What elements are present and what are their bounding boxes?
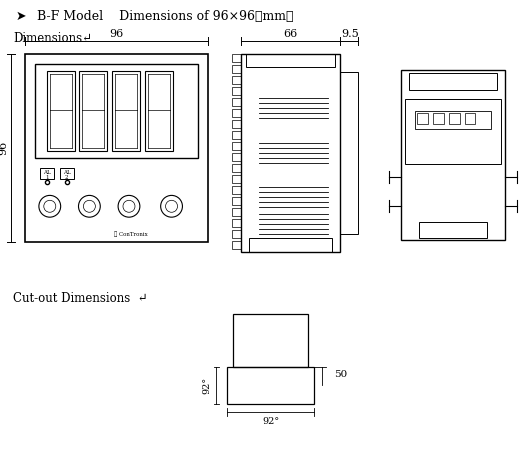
- Text: 🐾 ConTronix: 🐾 ConTronix: [114, 231, 148, 237]
- Bar: [47, 71, 74, 151]
- Bar: [449, 113, 460, 124]
- Bar: [232, 120, 241, 128]
- Bar: [241, 54, 340, 252]
- Bar: [25, 54, 208, 242]
- Bar: [232, 175, 241, 183]
- Bar: [60, 168, 73, 179]
- Bar: [232, 142, 241, 150]
- Text: 66: 66: [283, 29, 298, 39]
- Bar: [401, 70, 505, 240]
- Bar: [232, 241, 241, 249]
- Text: 9.5: 9.5: [341, 29, 358, 39]
- Bar: [232, 65, 241, 73]
- Bar: [246, 54, 335, 67]
- Text: 1: 1: [45, 174, 49, 180]
- Bar: [232, 98, 241, 106]
- Bar: [232, 76, 241, 84]
- Text: B-F Model    Dimensions of 96×96（mm）: B-F Model Dimensions of 96×96（mm）: [37, 10, 293, 23]
- Text: 92°: 92°: [203, 377, 212, 394]
- Bar: [405, 99, 501, 164]
- Bar: [340, 72, 358, 234]
- Text: 2: 2: [65, 174, 68, 180]
- Bar: [465, 113, 475, 124]
- Text: Cut-out Dimensions  ↵: Cut-out Dimensions ↵: [13, 292, 148, 305]
- Bar: [232, 131, 241, 139]
- Bar: [227, 367, 314, 404]
- Bar: [232, 54, 241, 62]
- Bar: [112, 71, 140, 151]
- Bar: [409, 73, 497, 91]
- Text: 96: 96: [109, 29, 123, 39]
- Text: 96: 96: [0, 141, 8, 155]
- Bar: [35, 64, 198, 158]
- Bar: [232, 208, 241, 216]
- Bar: [433, 113, 444, 124]
- Bar: [249, 238, 332, 252]
- Bar: [417, 113, 428, 124]
- Bar: [232, 164, 241, 172]
- Bar: [233, 314, 308, 367]
- Text: Dimensions↵: Dimensions↵: [13, 32, 92, 45]
- Bar: [80, 71, 107, 151]
- Bar: [145, 71, 172, 151]
- Bar: [232, 230, 241, 238]
- Bar: [232, 109, 241, 117]
- Bar: [232, 153, 241, 161]
- Bar: [232, 87, 241, 95]
- Text: 50: 50: [334, 370, 347, 379]
- Bar: [232, 186, 241, 194]
- Text: ➤: ➤: [15, 10, 26, 23]
- Bar: [415, 111, 492, 129]
- Text: AL: AL: [43, 170, 51, 174]
- Bar: [419, 222, 487, 238]
- Bar: [232, 197, 241, 205]
- Bar: [232, 219, 241, 227]
- Text: AL: AL: [63, 170, 71, 174]
- Bar: [40, 168, 54, 179]
- Text: 92°: 92°: [262, 416, 279, 426]
